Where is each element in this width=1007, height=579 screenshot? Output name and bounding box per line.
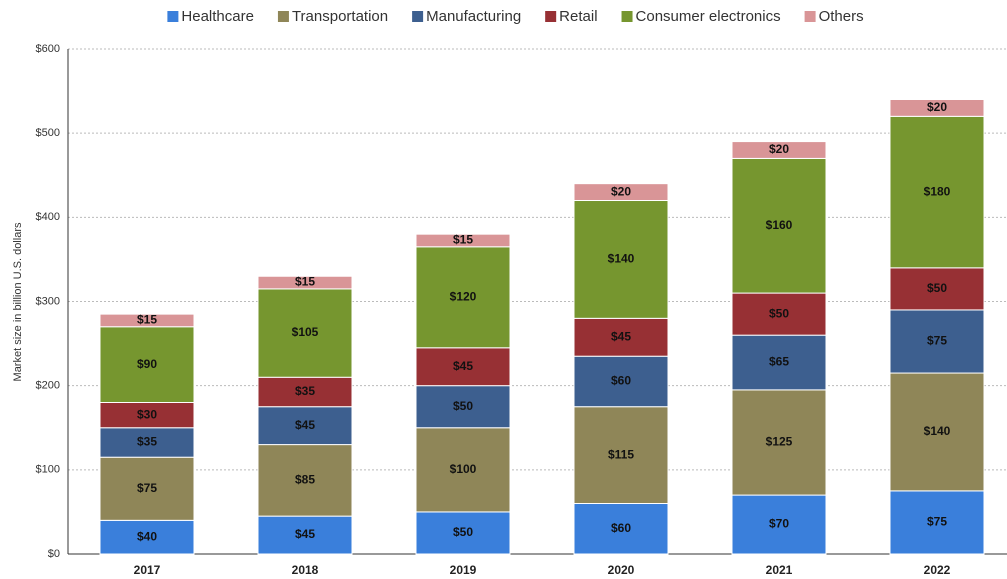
bar-segment [257,288,353,378]
data-label: $50 [769,306,789,320]
data-label: $35 [295,384,315,398]
bar-segment [731,494,827,555]
y-tick-label: $400 [36,211,60,223]
bar-segment [889,309,985,374]
data-label: $20 [927,100,947,114]
data-label: $60 [611,374,631,388]
data-label: $15 [295,275,315,289]
x-tick-label: 2022 [924,563,951,577]
y-axis-label: Market size in billion U.S. dollars [12,222,24,381]
data-label: $50 [927,281,947,295]
data-label: $15 [453,233,473,247]
legend-swatch [412,11,424,22]
data-label: $30 [137,407,157,421]
y-tick-label: $600 [36,43,60,55]
bar-segment [257,376,353,408]
bar-segment [573,200,669,319]
bar-segment [415,511,511,555]
y-tick-label: $0 [48,548,60,560]
bar-segment [731,334,827,391]
bar-segment [257,406,353,446]
bar-segment [731,141,827,159]
data-label: $45 [453,359,473,373]
legend-swatch [804,11,816,22]
data-label: $40 [137,529,157,543]
bar-segment [415,233,511,248]
bar-segment [573,406,669,505]
x-tick-label: 2020 [608,563,635,577]
data-label: $105 [292,325,319,339]
data-label: $75 [137,481,157,495]
bar-segment [99,313,195,328]
data-label: $45 [295,418,315,432]
legend-swatch [277,11,289,22]
data-label: $75 [927,515,947,529]
data-label: $90 [137,357,157,371]
bar-segment [415,427,511,513]
data-label: $50 [453,525,473,539]
data-label: $140 [924,424,951,438]
bar-segment [257,444,353,517]
data-label: $85 [295,473,315,487]
bar-segment [99,326,195,403]
data-label: $70 [769,517,789,531]
bar-segment [731,389,827,496]
bar-segment [731,157,827,294]
data-label: $45 [295,527,315,541]
legend-label: Retail [559,8,597,25]
data-label: $180 [924,184,951,198]
bar-segment [889,99,985,117]
x-tick-label: 2017 [134,563,161,577]
x-tick-label: 2021 [766,563,793,577]
data-label: $120 [450,289,477,303]
bar-segment [889,490,985,555]
x-tick-label: 2018 [292,563,319,577]
legend-swatch [621,11,633,22]
x-tick-label: 2019 [450,563,477,577]
bar-segment [99,456,195,521]
data-label: $75 [927,334,947,348]
y-tick-label: $300 [36,295,60,307]
bar-segment [99,402,195,429]
y-tick-label: $500 [36,127,60,139]
data-label: $60 [611,521,631,535]
legend-label: Consumer electronics [636,8,781,25]
bar-segment [889,372,985,492]
data-label: $65 [769,355,789,369]
bar-segment [573,355,669,408]
bar-segment [573,183,669,202]
data-label: $15 [137,313,157,327]
bar-segment [257,275,353,290]
bar-segment [889,267,985,311]
bar-segment [99,519,195,555]
legend-swatch [545,11,557,22]
data-label: $140 [608,252,635,266]
legend-label: Manufacturing [426,8,521,25]
data-label: $160 [766,218,793,232]
data-label: $50 [453,399,473,413]
data-label: $45 [611,329,631,343]
legend-swatch [167,11,179,22]
legend-label: Transportation [292,8,388,25]
legend-label: Others [819,8,864,25]
bar-segment [573,503,669,555]
y-tick-label: $100 [36,464,60,476]
data-label: $20 [769,142,789,156]
y-tick-label: $200 [36,380,60,392]
data-label: $20 [611,184,631,198]
data-label: $115 [608,447,634,461]
bar-segment [415,385,511,429]
bar-segment [257,515,353,555]
data-label: $35 [137,435,157,449]
data-label: $125 [766,435,793,449]
legend-label: Healthcare [181,8,254,25]
data-label: $100 [450,462,477,476]
